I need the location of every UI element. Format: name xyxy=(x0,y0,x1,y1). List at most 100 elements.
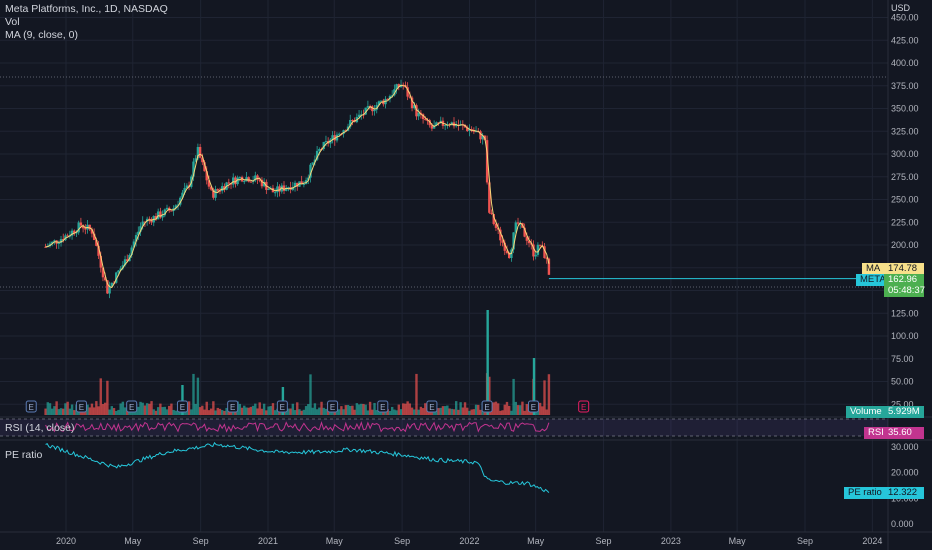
candle xyxy=(331,135,334,140)
price-axis-label: 200.00 xyxy=(891,240,919,250)
candle xyxy=(375,105,378,110)
volume-bar xyxy=(86,404,89,415)
volume-bar xyxy=(112,408,116,415)
volume-bar xyxy=(291,403,295,415)
price-axis-label: 350.00 xyxy=(891,104,919,114)
volume-bar xyxy=(106,380,109,415)
volume-bar xyxy=(126,410,129,415)
candle xyxy=(150,219,153,223)
earnings-marker xyxy=(481,400,493,413)
candle xyxy=(77,222,80,233)
volume-bar xyxy=(410,407,414,415)
volume-bar xyxy=(404,403,407,415)
volume-bar xyxy=(360,403,363,415)
candle xyxy=(192,161,195,177)
volume-bar xyxy=(479,409,482,415)
candle xyxy=(110,282,114,287)
volume-bar xyxy=(143,405,147,415)
volume-bar xyxy=(245,407,248,415)
volume-bar xyxy=(463,402,467,415)
pe-tag-name: PE ratio xyxy=(844,487,884,499)
price-axis-label: 425.00 xyxy=(891,35,919,45)
volume-bar xyxy=(304,406,308,415)
candle xyxy=(214,189,217,198)
earnings-marker xyxy=(126,400,138,413)
candle xyxy=(293,182,297,188)
candle xyxy=(455,124,458,127)
candle xyxy=(342,130,345,134)
volume-bar xyxy=(492,402,495,415)
candle xyxy=(95,240,98,246)
candle xyxy=(408,96,412,98)
price-axis-label: 125.00 xyxy=(891,308,919,318)
pe-pane-label[interactable]: PE ratio xyxy=(5,449,43,461)
volume-bar xyxy=(364,404,367,415)
volume-bar xyxy=(468,410,471,415)
ma-indicator-label[interactable]: MA (9, close, 0) xyxy=(5,29,78,41)
candle xyxy=(154,216,158,220)
candle xyxy=(357,114,361,118)
volume-bar xyxy=(163,406,166,415)
volume-bar xyxy=(541,406,544,415)
volume-bar xyxy=(443,406,447,415)
candle xyxy=(472,130,476,132)
volume-bar xyxy=(262,403,266,415)
candle xyxy=(44,246,47,248)
candle xyxy=(273,192,277,194)
volume-spike xyxy=(532,358,536,415)
candle xyxy=(159,211,162,218)
rsi-pane-label[interactable]: RSI (14, close) xyxy=(5,422,75,434)
volume-bar xyxy=(150,401,153,415)
price-axis-label: 250.00 xyxy=(891,195,919,205)
candle xyxy=(276,186,279,193)
candle xyxy=(390,95,394,97)
volume-bar xyxy=(523,410,526,415)
candle xyxy=(287,187,290,189)
volume-bar xyxy=(139,401,142,415)
candle xyxy=(406,87,409,97)
candle xyxy=(148,218,151,220)
candle xyxy=(545,258,548,260)
candle xyxy=(410,97,414,109)
volume-bar xyxy=(137,406,140,415)
volume-bar xyxy=(446,405,449,415)
volume-bar xyxy=(168,405,171,415)
volume-bar xyxy=(505,401,509,415)
vol-indicator-label[interactable]: Vol xyxy=(5,16,20,28)
earnings-label: E xyxy=(330,403,335,412)
candle xyxy=(179,197,182,205)
candle xyxy=(121,265,125,269)
earnings-marker xyxy=(227,400,239,413)
volume-bar xyxy=(62,408,65,415)
volume-bar xyxy=(388,410,392,415)
candle xyxy=(527,240,531,244)
volume-bar xyxy=(256,408,259,415)
candle xyxy=(364,107,367,115)
candle xyxy=(302,183,306,185)
candle xyxy=(322,141,325,150)
candle xyxy=(165,207,169,210)
candle xyxy=(59,239,63,243)
earnings-label: E xyxy=(531,403,536,412)
volume-bar xyxy=(514,401,518,415)
volume-bar xyxy=(419,406,423,415)
volume-bar xyxy=(302,409,306,415)
volume-bar xyxy=(88,407,91,415)
time-axis-label: May xyxy=(326,536,344,546)
earnings-label: E xyxy=(180,403,185,412)
candle xyxy=(373,109,376,112)
candle xyxy=(300,181,303,184)
price-tag-name: META xyxy=(856,274,886,286)
price-axis-label: 50.00 xyxy=(891,377,914,387)
volume-bar xyxy=(145,403,149,415)
candle xyxy=(134,235,138,242)
volume-bar xyxy=(101,404,105,415)
candle xyxy=(397,84,401,88)
volume-bar xyxy=(53,406,56,415)
volume-tag-name: Volume xyxy=(846,406,884,418)
candle xyxy=(490,212,493,215)
volume-bar xyxy=(203,409,206,415)
time-axis-label: Sep xyxy=(797,536,813,546)
earnings-marker xyxy=(75,400,87,413)
